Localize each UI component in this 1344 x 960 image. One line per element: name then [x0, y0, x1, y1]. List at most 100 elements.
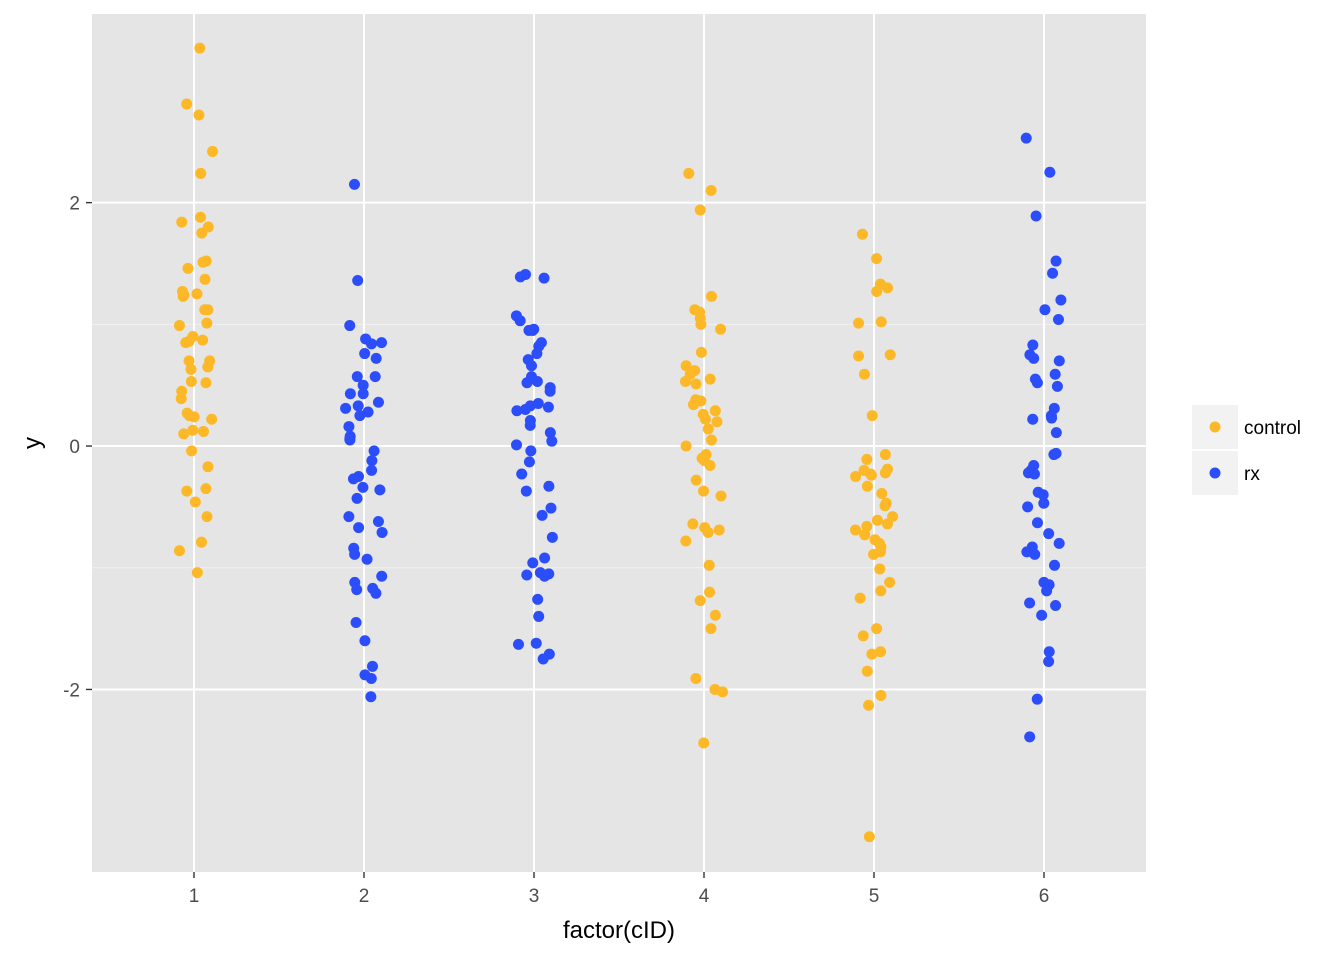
data-point-rx [1028, 468, 1040, 480]
data-point-rx [376, 526, 388, 538]
data-point-rx [545, 502, 557, 514]
y-tick-label: -2 [63, 680, 80, 701]
data-point-rx [372, 515, 384, 527]
data-point-rx [543, 480, 555, 492]
data-point-control [863, 831, 875, 843]
data-point-control [186, 445, 198, 457]
data-point-rx [1020, 132, 1032, 144]
data-point-rx [365, 691, 377, 703]
data-point-rx [527, 557, 539, 569]
data-point-rx [374, 484, 386, 496]
data-point-control [694, 595, 706, 607]
data-point-control [884, 576, 896, 588]
data-point-rx [542, 401, 554, 413]
data-point-control [176, 216, 188, 228]
data-point-control [871, 514, 883, 526]
data-point-control [871, 285, 883, 297]
data-point-rx [1028, 352, 1040, 364]
data-point-control [191, 567, 203, 579]
data-point-control [879, 449, 891, 461]
data-point-rx [532, 593, 544, 605]
data-point-control [705, 623, 717, 635]
x-tick-label: 3 [529, 886, 540, 907]
legend: control rx [1192, 405, 1301, 495]
data-point-rx [1027, 413, 1039, 425]
data-point-rx [366, 338, 378, 350]
data-point-control [876, 488, 888, 500]
data-point-rx [1051, 380, 1063, 392]
data-point-rx [1049, 559, 1061, 571]
data-point-rx [516, 468, 528, 480]
data-point-control [858, 368, 870, 380]
y-tick-label: 2 [69, 194, 80, 215]
data-point-control [861, 453, 873, 465]
data-point-rx [349, 548, 361, 560]
data-point-rx [352, 275, 364, 287]
data-point-rx [366, 464, 378, 476]
data-point-control [695, 346, 707, 358]
data-point-rx [511, 439, 523, 451]
data-point-rx [521, 377, 533, 389]
data-point-control [868, 548, 880, 560]
data-point-rx [544, 385, 556, 397]
data-point-rx [531, 348, 543, 360]
data-point-rx [1050, 427, 1062, 439]
data-point-rx [370, 352, 382, 364]
data-point-rx [539, 570, 551, 582]
data-point-rx [352, 400, 364, 412]
data-point-control [704, 460, 716, 472]
data-point-control [850, 470, 862, 482]
data-point-rx [1047, 267, 1059, 279]
data-point-rx [357, 388, 369, 400]
data-point-rx [525, 445, 537, 457]
legend-key-symbol [1209, 421, 1221, 433]
x-tick-label: 5 [869, 886, 880, 907]
data-point-rx [359, 348, 371, 360]
data-point-rx [539, 552, 551, 564]
data-point-rx [370, 587, 382, 599]
data-point-control [680, 535, 692, 547]
data-point-rx [511, 405, 523, 417]
data-point-control [181, 485, 193, 497]
data-point-control [180, 337, 192, 349]
data-point-rx [526, 360, 538, 372]
data-point-rx [1039, 304, 1051, 316]
x-axis-title: factor(cID) [563, 917, 675, 944]
data-point-control [704, 373, 716, 385]
data-point-rx [1031, 517, 1043, 529]
data-point-control [185, 363, 197, 375]
data-point-control [185, 376, 197, 388]
data-point-control [200, 377, 212, 389]
data-point-control [197, 334, 209, 346]
data-point-control [690, 474, 702, 486]
data-point-rx [512, 638, 524, 650]
data-point-control [709, 405, 721, 417]
data-point-control [854, 592, 866, 604]
legend-label: rx [1244, 464, 1260, 485]
data-point-rx [344, 434, 356, 446]
data-point-rx [514, 315, 526, 327]
data-point-control [699, 413, 711, 425]
data-point-control [188, 411, 200, 423]
data-point-control [690, 672, 702, 684]
data-point-control [201, 317, 213, 329]
x-axis: 1 2 3 4 5 6 [189, 872, 1049, 907]
data-point-control [850, 524, 862, 536]
data-point-rx [1046, 412, 1058, 424]
data-point-control [196, 227, 208, 239]
data-point-control [703, 559, 715, 571]
data-point-rx [523, 324, 535, 336]
data-point-control [177, 290, 189, 302]
data-point-rx [521, 569, 533, 581]
data-point-control [853, 317, 865, 329]
data-point-rx [519, 404, 531, 416]
data-point-control [857, 630, 869, 642]
data-point-control [181, 98, 193, 110]
data-point-rx [343, 421, 355, 433]
data-point-control [875, 316, 887, 328]
data-point-rx [546, 435, 558, 447]
data-point-rx [1029, 548, 1041, 560]
data-point-control [197, 425, 209, 437]
data-point-control [200, 483, 212, 495]
data-point-control [195, 536, 207, 548]
